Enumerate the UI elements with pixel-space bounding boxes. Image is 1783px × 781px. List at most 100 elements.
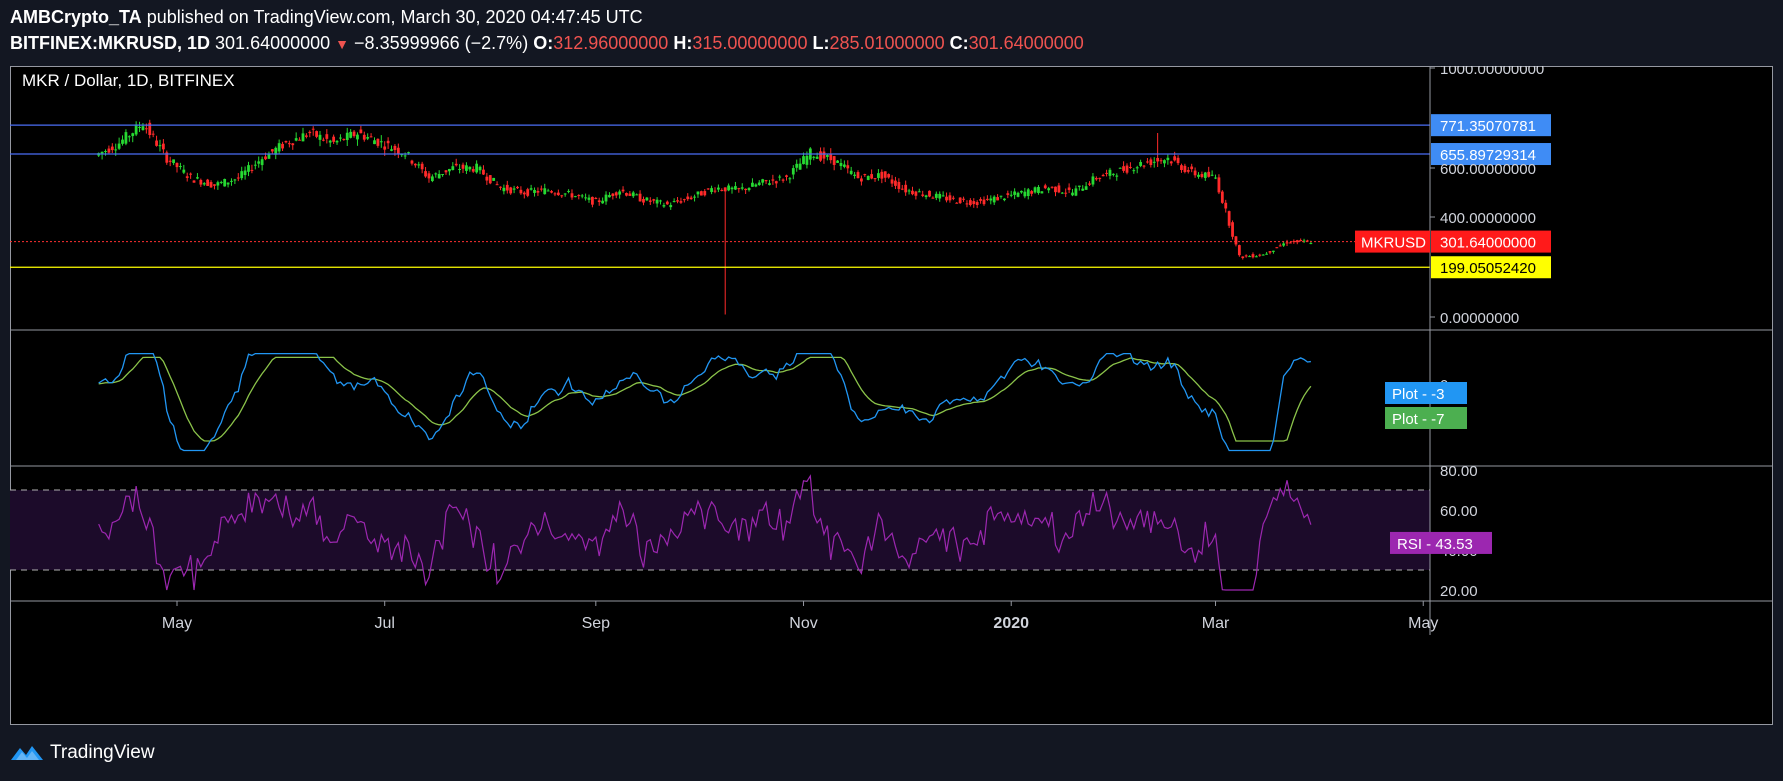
candle-body: [1217, 177, 1221, 193]
candle-body: [318, 134, 322, 140]
candle-body: [597, 200, 601, 203]
candle-body: [410, 160, 414, 164]
candle-body: [325, 134, 329, 139]
candle-body: [192, 180, 196, 183]
candle-body: [1193, 170, 1197, 176]
candle-body: [713, 190, 717, 192]
candle-body: [1190, 166, 1194, 170]
candle-body: [151, 133, 155, 135]
candle-body: [1064, 192, 1068, 194]
candle-body: [737, 188, 741, 190]
candle-body: [904, 184, 908, 193]
level-price-label: 771.35070781: [1440, 118, 1536, 135]
candle-body: [948, 195, 952, 201]
candle-body: [652, 199, 656, 201]
published-text: published on TradingView.com, March 30, …: [146, 7, 643, 27]
candle-body: [941, 195, 945, 197]
candle-body: [648, 200, 652, 202]
candle-body: [710, 188, 713, 192]
candle-body: [1268, 251, 1272, 253]
candle-body: [1224, 202, 1228, 209]
candle-body: [1210, 174, 1214, 176]
close-value: 301.64000000: [968, 33, 1084, 53]
rsi-band: [10, 490, 1430, 570]
price-pane: [10, 119, 1430, 315]
candle-body: [1169, 161, 1173, 164]
candle-body: [1108, 169, 1112, 176]
candle-body: [1006, 193, 1010, 195]
candle-body: [703, 191, 707, 196]
candle-body: [196, 177, 199, 179]
candle-body: [485, 176, 489, 181]
candle-body: [1227, 211, 1231, 226]
candle-body: [512, 188, 516, 190]
candle-body: [985, 198, 989, 200]
candle-body: [274, 147, 278, 155]
candle-body: [1289, 242, 1292, 244]
candle-body: [284, 141, 288, 143]
candle-body: [247, 165, 250, 172]
candle-body: [645, 197, 649, 201]
footer-brand[interactable]: TradingView: [10, 742, 155, 764]
chart-frame[interactable]: [10, 66, 1773, 725]
candle-body: [870, 174, 874, 179]
candle-body: [1302, 240, 1306, 242]
candle-body: [1060, 192, 1064, 194]
candle-body: [764, 180, 768, 182]
candle-body: [454, 163, 458, 166]
candle-body: [1098, 177, 1102, 179]
candle-body: [131, 133, 135, 137]
y-tick-label: 0.00000000: [1440, 310, 1519, 327]
candle-body: [230, 180, 233, 182]
x-tick-label: 2020: [993, 615, 1029, 632]
author-name[interactable]: AMBCrypto_TA: [10, 7, 142, 27]
candle-body: [1163, 160, 1166, 164]
candle-body: [298, 139, 301, 141]
ohlc-line: BITFINEX:MKRUSD, 1D 301.64000000 ▼ −8.35…: [10, 32, 1084, 55]
candle-body: [202, 183, 206, 185]
candle-body: [1292, 241, 1296, 243]
candle-body: [1251, 254, 1255, 258]
candle-body: [699, 191, 703, 196]
last-price-label: 301.64000000: [1440, 235, 1536, 252]
candle-body: [1146, 161, 1149, 163]
candle-body: [1071, 192, 1074, 196]
candle-body: [1122, 166, 1125, 171]
x-tick-label: Sep: [582, 615, 611, 632]
candle-body: [393, 145, 397, 151]
candle-body: [815, 156, 819, 159]
candle-body: [877, 173, 880, 178]
candle-body: [158, 145, 162, 147]
candle-body: [546, 190, 550, 192]
candle-body: [226, 182, 230, 185]
candle-body: [427, 173, 431, 179]
candle-body: [727, 185, 731, 191]
candle-body: [543, 188, 547, 195]
candle-body: [744, 188, 748, 191]
candle-body: [999, 195, 1003, 197]
candle-body: [1176, 157, 1180, 164]
candle-body: [206, 179, 210, 186]
candle-body: [822, 151, 826, 159]
candle-body: [907, 190, 911, 192]
candle-body: [577, 195, 581, 197]
candle-body: [495, 184, 499, 186]
candle-body: [662, 205, 666, 207]
candle-body: [553, 193, 557, 195]
candle-body: [1248, 256, 1251, 258]
candle-body: [873, 178, 877, 180]
candle-body: [972, 201, 976, 205]
candle-body: [740, 187, 744, 189]
candle-body: [706, 188, 710, 190]
candle-body: [182, 169, 186, 173]
candle-body: [785, 175, 788, 177]
chart-canvas[interactable]: 771.35070781 655.89729314 199.05052420 MKRU…: [10, 66, 1773, 725]
chart-title: MKR / Dollar, 1D, BITFINEX: [22, 71, 235, 90]
candle-body: [659, 200, 662, 202]
candle-body: [1214, 177, 1217, 179]
candle-body: [1057, 185, 1061, 193]
open-value: 312.96000000: [553, 33, 669, 53]
candle-body: [1309, 243, 1313, 245]
brand-name: TradingView: [50, 742, 155, 763]
candle-body: [420, 163, 424, 170]
